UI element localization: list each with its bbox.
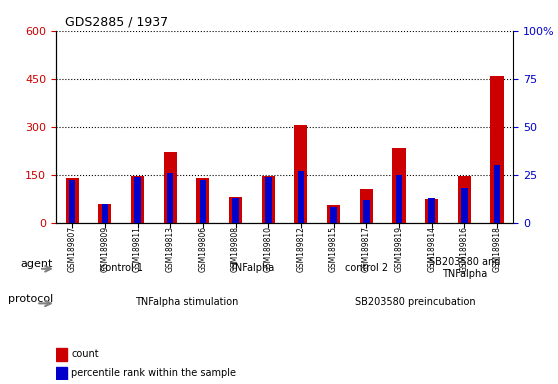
Bar [363, 200, 369, 223]
Bar [163, 152, 177, 223]
Bar [232, 198, 239, 223]
Bar [327, 205, 340, 223]
Text: GSM189810: GSM189810 [264, 226, 273, 272]
Text: TNFalpha: TNFalpha [229, 263, 275, 273]
Bar [196, 178, 209, 223]
Bar [56, 367, 67, 380]
Bar [262, 176, 275, 223]
Bar [330, 207, 337, 223]
Bar [494, 165, 501, 223]
Bar [392, 147, 406, 223]
Text: GSM189814: GSM189814 [427, 226, 436, 272]
Bar [425, 199, 438, 223]
Bar [167, 173, 174, 223]
Bar [429, 198, 435, 223]
Bar [131, 176, 144, 223]
Bar [360, 189, 373, 223]
Text: percentile rank within the sample: percentile rank within the sample [71, 368, 237, 378]
Text: agent: agent [21, 259, 53, 269]
Text: GSM189819: GSM189819 [395, 226, 403, 272]
Bar [297, 171, 304, 223]
Text: GSM189813: GSM189813 [166, 226, 175, 272]
Text: count: count [71, 349, 99, 359]
Text: GSM189815: GSM189815 [329, 226, 338, 272]
Text: GSM189806: GSM189806 [199, 226, 208, 272]
Text: TNFalpha stimulation: TNFalpha stimulation [135, 297, 238, 308]
Bar [295, 125, 307, 223]
Bar [265, 177, 272, 223]
Bar [396, 175, 402, 223]
Text: control 2: control 2 [345, 263, 388, 273]
Bar [98, 204, 112, 223]
Bar [66, 178, 79, 223]
Text: GSM189808: GSM189808 [231, 226, 240, 272]
Text: GSM189817: GSM189817 [362, 226, 371, 272]
Text: GSM189818: GSM189818 [493, 226, 502, 271]
Bar [56, 348, 67, 361]
Text: GSM189811: GSM189811 [133, 226, 142, 271]
Text: GSM189812: GSM189812 [296, 226, 305, 271]
Text: SB203580 preincubation: SB203580 preincubation [355, 297, 475, 308]
Bar [490, 76, 503, 223]
Text: GSM189816: GSM189816 [460, 226, 469, 272]
Text: GSM189807: GSM189807 [68, 226, 76, 272]
Bar [229, 197, 242, 223]
Bar [461, 188, 468, 223]
Text: control 1: control 1 [100, 263, 143, 273]
Text: protocol: protocol [8, 294, 53, 304]
Text: SB203580 and
TNFalpha: SB203580 and TNFalpha [429, 257, 500, 279]
Bar [69, 180, 75, 223]
Text: GSM189809: GSM189809 [100, 226, 109, 272]
Bar [200, 180, 206, 223]
Bar [458, 176, 471, 223]
Bar [102, 204, 108, 223]
Bar [134, 177, 141, 223]
Text: GDS2885 / 1937: GDS2885 / 1937 [65, 15, 168, 28]
